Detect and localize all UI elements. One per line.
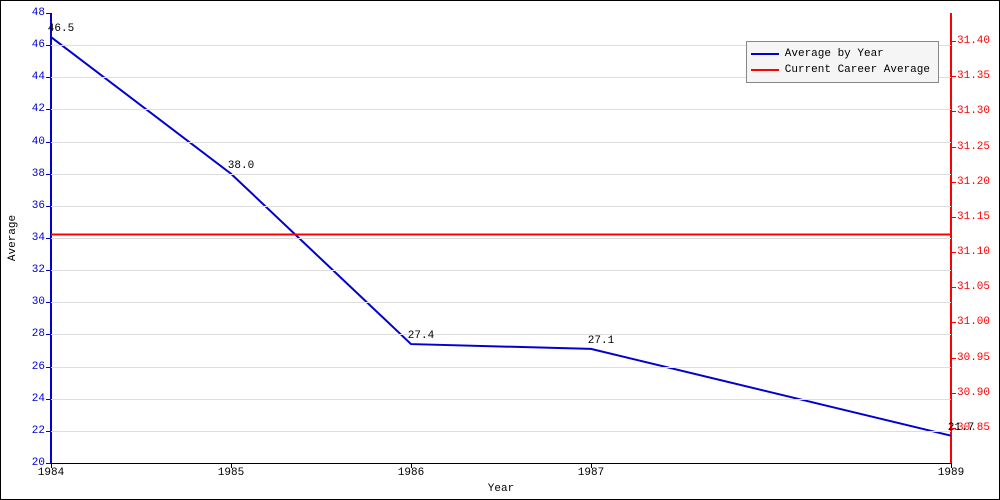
x-tick-label: 1986 (398, 463, 424, 479)
data-point-label: 21.7 (948, 422, 974, 434)
grid-line (51, 142, 951, 143)
data-point-label: 27.1 (588, 335, 614, 347)
y-left-tick-label: 24 (32, 393, 51, 405)
legend: Average by Year Current Career Average (746, 41, 939, 83)
grid-line (51, 334, 951, 335)
y-left-tick-label: 44 (32, 71, 51, 83)
series-line (51, 37, 951, 436)
y-left-tick-label: 34 (32, 232, 51, 244)
y-right-tick-label: 31.30 (951, 105, 990, 117)
x-axis-title: Year (488, 483, 514, 495)
grid-line (51, 206, 951, 207)
grid-line (51, 431, 951, 432)
y-left-tick-label: 22 (32, 425, 51, 437)
chart-frame: 20222426283032343638404244464830.8530.90… (0, 0, 1000, 500)
y-right-tick-label: 31.00 (951, 316, 990, 328)
x-tick-label: 1985 (218, 463, 244, 479)
y-right-tick-label: 30.95 (951, 352, 990, 364)
x-tick-label: 1984 (38, 463, 64, 479)
data-point-label: 38.0 (228, 160, 254, 172)
y-right-tick-label: 31.05 (951, 281, 990, 293)
grid-line (51, 238, 951, 239)
x-tick-label: 1989 (938, 463, 964, 479)
y-left-tick-label: 40 (32, 136, 51, 148)
grid-line (51, 270, 951, 271)
legend-item: Average by Year (751, 46, 930, 62)
y-left-tick-label: 26 (32, 361, 51, 373)
y-left-tick-label: 28 (32, 328, 51, 340)
legend-swatch (751, 53, 779, 55)
data-point-label: 27.4 (408, 330, 434, 342)
y-right-tick-label: 31.20 (951, 176, 990, 188)
y-left-tick-label: 36 (32, 200, 51, 212)
grid-line (51, 399, 951, 400)
grid-line (51, 109, 951, 110)
y-axis-title: Average (7, 215, 19, 261)
legend-swatch (751, 69, 779, 71)
legend-item: Current Career Average (751, 62, 930, 78)
y-left-tick-label: 46 (32, 39, 51, 51)
grid-line (51, 302, 951, 303)
data-point-label: 46.5 (48, 23, 74, 35)
grid-line (51, 174, 951, 175)
y-right-tick-label: 31.10 (951, 246, 990, 258)
y-left-tick-label: 38 (32, 168, 51, 180)
y-left-tick-label: 30 (32, 296, 51, 308)
x-tick-label: 1987 (578, 463, 604, 479)
y-right-tick-label: 31.25 (951, 141, 990, 153)
y-left-tick-label: 48 (32, 7, 51, 19)
x-axis-line (51, 463, 951, 464)
y-right-tick-label: 31.35 (951, 70, 990, 82)
y-right-tick-label: 31.15 (951, 211, 990, 223)
grid-line (51, 367, 951, 368)
y-right-tick-label: 30.90 (951, 387, 990, 399)
y-left-tick-label: 32 (32, 264, 51, 276)
y-right-tick-label: 31.40 (951, 35, 990, 47)
legend-label: Average by Year (785, 48, 884, 60)
y-left-tick-label: 42 (32, 103, 51, 115)
legend-label: Current Career Average (785, 64, 930, 76)
